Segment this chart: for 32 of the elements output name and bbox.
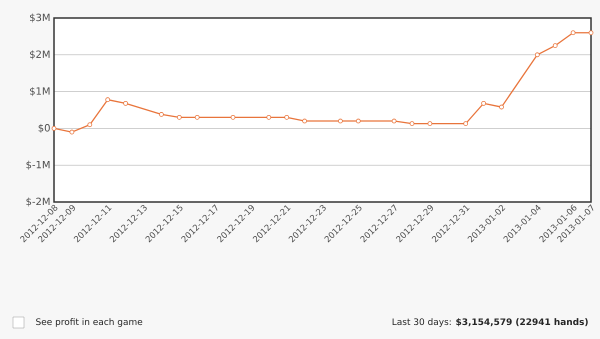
point bbox=[428, 121, 432, 126]
y-tick-label: $2M bbox=[30, 50, 50, 60]
point bbox=[70, 130, 74, 134]
point bbox=[123, 100, 128, 106]
point bbox=[463, 121, 468, 126]
point bbox=[570, 30, 576, 36]
y-tick-label: $-1M bbox=[26, 160, 50, 170]
point bbox=[588, 30, 594, 36]
y-tick-label: $-2M bbox=[26, 197, 50, 207]
point bbox=[338, 118, 343, 124]
text: See profit in each game bbox=[36, 318, 142, 327]
y-tick-label: $3M bbox=[30, 13, 50, 23]
point bbox=[499, 104, 504, 110]
point bbox=[266, 114, 272, 120]
point bbox=[534, 52, 540, 58]
text: Last 30 days: $3,154,579 (22941 hands) bbox=[392, 318, 588, 327]
point bbox=[230, 114, 236, 120]
point bbox=[552, 43, 558, 48]
point bbox=[105, 97, 110, 102]
point bbox=[159, 112, 164, 117]
point bbox=[392, 118, 397, 124]
point bbox=[356, 118, 361, 124]
point bbox=[302, 118, 307, 124]
y-tick-label: $0 bbox=[38, 124, 50, 133]
point bbox=[87, 122, 92, 128]
point bbox=[410, 121, 414, 126]
point bbox=[176, 114, 182, 120]
point bbox=[481, 100, 486, 106]
y-tick-label: $1M bbox=[30, 87, 50, 96]
point bbox=[284, 114, 290, 120]
point bbox=[194, 114, 200, 120]
point bbox=[52, 126, 56, 131]
